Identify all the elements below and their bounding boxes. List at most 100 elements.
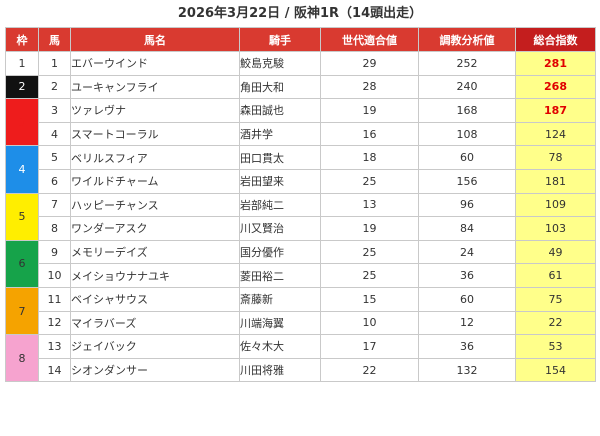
gen-value: 25: [320, 263, 419, 288]
total-value: 109: [515, 192, 596, 218]
header-gen: 世代適合値: [320, 27, 419, 52]
total-value: 103: [515, 216, 596, 241]
table-row: 12 マイラバーズ 川端海翼 10 12 22: [6, 310, 596, 336]
total-value: 53: [515, 334, 596, 359]
horse-name: シオンダンサー: [70, 357, 240, 383]
waku-5: 5: [5, 192, 39, 241]
jockey-name: 田口貫太: [239, 145, 321, 170]
table-row: 8 13 ジェイバック 佐々木大 17 36 53: [5, 334, 596, 383]
total-value: 61: [515, 263, 596, 288]
horse-number: 5: [38, 145, 71, 170]
jockey-name: 川端海翼: [239, 310, 321, 336]
table-row: 4 スマートコーラル 酒井学 16 108 124: [6, 121, 596, 147]
train-value: 240: [418, 74, 516, 100]
horse-name: エバーウインド: [70, 51, 240, 76]
gen-value: 15: [320, 286, 419, 312]
table-row: 5 7 ハッピーチャンス 岩部純二 13 96 109: [5, 192, 596, 241]
table-row: 10 メイショウナナユキ 菱田裕二 25 36 61: [6, 263, 596, 288]
table-row: 6 ワイルドチャーム 岩田望来 25 156 181: [6, 168, 596, 194]
waku-2: 2: [5, 74, 39, 100]
gen-value: 19: [320, 98, 419, 123]
horse-number: 12: [38, 310, 71, 336]
jockey-name: 森田誠也: [239, 98, 321, 123]
total-value: 22: [515, 310, 596, 336]
train-value: 24: [418, 239, 516, 265]
gen-value: 17: [320, 334, 419, 359]
train-value: 84: [418, 216, 516, 241]
train-value: 12: [418, 310, 516, 336]
horse-name: ジェイバック: [70, 334, 240, 359]
horse-name: ワイルドチャーム: [70, 168, 240, 194]
horse-name: ツァレヴナ: [70, 98, 240, 123]
header-jockey: 騎手: [239, 27, 321, 52]
train-value: 60: [418, 286, 516, 312]
table-row: 6 9 メモリーデイズ 国分優作 25 24 49: [5, 239, 596, 288]
horse-number: 3: [38, 98, 71, 123]
horse-number: 10: [38, 263, 71, 288]
jockey-name: 川又賢治: [239, 216, 321, 241]
jockey-name: 川田将雅: [239, 357, 321, 383]
train-value: 108: [418, 121, 516, 147]
total-value: 187: [515, 98, 596, 123]
horse-name: ベリルスフィア: [70, 145, 240, 170]
horse-number: 2: [38, 74, 71, 100]
train-value: 156: [418, 168, 516, 194]
horse-number: 6: [38, 168, 71, 194]
waku-8: 8: [5, 334, 39, 383]
header-waku: 枠: [5, 27, 39, 52]
total-value: 78: [515, 145, 596, 170]
gen-value: 25: [320, 239, 419, 265]
jockey-name: 斎藤新: [239, 286, 321, 312]
horse-name: メイショウナナユキ: [70, 263, 240, 288]
gen-value: 13: [320, 192, 419, 218]
waku-3: 3: [5, 98, 39, 147]
header-total: 総合指数: [515, 27, 596, 52]
table-row: 3 3 ツァレヴナ 森田誠也 19 168 187: [5, 98, 596, 147]
total-value: 281: [515, 51, 596, 76]
gen-value: 10: [320, 310, 419, 336]
header-uma: 馬: [38, 27, 71, 52]
table-row: 7 11 ベイシャサウス 斎藤新 15 60 75: [5, 286, 596, 336]
waku-7: 7: [5, 286, 39, 336]
horse-number: 13: [38, 334, 71, 359]
train-value: 96: [418, 192, 516, 218]
horse-name: スマートコーラル: [70, 121, 240, 147]
table-row: 1 1 エバーウインド 鮫島克駿 29 252 281: [5, 51, 596, 76]
total-value: 124: [515, 121, 596, 147]
jockey-name: 鮫島克駿: [239, 51, 321, 76]
train-value: 60: [418, 145, 516, 170]
train-value: 132: [418, 357, 516, 383]
gen-value: 19: [320, 216, 419, 241]
table-row: 14 シオンダンサー 川田将雅 22 132 154: [6, 357, 596, 383]
train-value: 168: [418, 98, 516, 123]
table-row: 2 2 ユーキャンフライ 角田大和 28 240 268: [5, 74, 596, 100]
gen-value: 18: [320, 145, 419, 170]
train-value: 36: [418, 334, 516, 359]
horse-name: ベイシャサウス: [70, 286, 240, 312]
horse-number: 1: [38, 51, 71, 76]
header-row: 枠 馬 馬名 騎手 世代適合値 調教分析値 総合指数: [5, 27, 596, 52]
waku-1: 1: [5, 51, 39, 76]
horse-name: ハッピーチャンス: [70, 192, 240, 218]
jockey-name: 菱田裕二: [239, 263, 321, 288]
total-value: 49: [515, 239, 596, 265]
horse-name: メモリーデイズ: [70, 239, 240, 265]
total-value: 181: [515, 168, 596, 194]
gen-value: 25: [320, 168, 419, 194]
jockey-name: 岩部純二: [239, 192, 321, 218]
gen-value: 22: [320, 357, 419, 383]
horse-number: 4: [38, 121, 71, 147]
waku-6: 6: [5, 239, 39, 288]
jockey-name: 岩田望来: [239, 168, 321, 194]
total-value: 154: [515, 357, 596, 383]
horse-number: 9: [38, 239, 71, 265]
page-title: 2026年3月22日 / 阪神1R（14頭出走）: [177, 6, 423, 21]
horse-number: 8: [38, 216, 71, 241]
train-value: 36: [418, 263, 516, 288]
table-row: 8 ワンダーアスク 川又賢治 19 84 103: [6, 216, 596, 241]
horse-number: 14: [38, 357, 71, 383]
gen-value: 28: [320, 74, 419, 100]
jockey-name: 角田大和: [239, 74, 321, 100]
header-train: 調教分析値: [418, 27, 516, 52]
total-value: 75: [515, 286, 596, 312]
